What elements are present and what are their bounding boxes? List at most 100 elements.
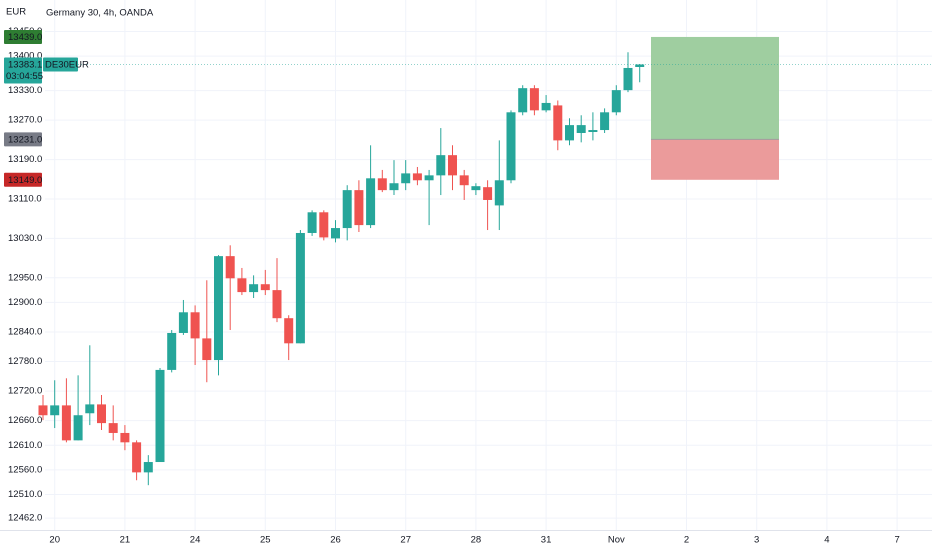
candle-body — [506, 112, 516, 181]
y-tick-label: 12720.0 — [8, 386, 42, 397]
candle-body — [284, 318, 294, 344]
last-price-box — [4, 57, 42, 84]
y-tick-label: 12560.0 — [8, 464, 42, 475]
candle-body — [389, 183, 399, 191]
candle-body — [178, 312, 188, 333]
candle-body — [401, 173, 411, 184]
candle-body — [249, 284, 259, 293]
x-tick-label: 3 — [754, 535, 759, 546]
grid — [45, 0, 932, 530]
x-tick-label: 2 — [684, 535, 689, 546]
candle-body — [190, 312, 200, 339]
x-tick-label: 4 — [824, 535, 829, 546]
candle-body — [85, 404, 95, 414]
candle-body — [73, 415, 83, 441]
candle-body — [50, 405, 60, 416]
candle-body — [565, 125, 574, 141]
x-tick-label: 28 — [471, 535, 482, 546]
chart-title: Germany 30, 4h, OANDA — [46, 8, 154, 19]
candle-body — [61, 405, 71, 441]
last-price-label: 13383.1 — [8, 59, 42, 70]
candle-body — [518, 88, 528, 113]
profit-zone — [651, 36, 779, 140]
x-tick-label: 24 — [190, 535, 201, 546]
candles — [38, 52, 932, 486]
candle-body — [436, 155, 446, 176]
candle-body — [97, 404, 106, 424]
candle-body — [202, 338, 212, 361]
y-tick-label: 12840.0 — [8, 327, 42, 338]
y-tick-label: 13270.0 — [8, 115, 42, 126]
candle-body — [494, 180, 504, 206]
candle-body — [553, 105, 563, 141]
candle-body — [611, 90, 621, 113]
y-tick-label: 13330.0 — [8, 85, 42, 96]
y-tick-label: 12462.0 — [8, 513, 42, 524]
countdown-label: 03:04:55 — [6, 71, 43, 82]
candle-body — [167, 332, 177, 370]
entry-label: 13231.0 — [8, 134, 42, 145]
candle-body — [307, 212, 317, 233]
candle-body — [143, 462, 153, 473]
candle-body — [331, 228, 340, 239]
y-tick-label: 12610.0 — [8, 440, 42, 451]
candle-body — [354, 190, 364, 226]
candle-body — [459, 175, 469, 186]
candle-body — [214, 256, 223, 361]
x-tick-label: 26 — [330, 535, 341, 546]
candle-body — [295, 232, 305, 344]
candle-body — [225, 256, 235, 279]
y-tick-label: 13030.0 — [8, 233, 42, 244]
candle-body — [576, 125, 586, 133]
candle-body — [424, 175, 434, 181]
x-tick-label: 25 — [260, 535, 271, 546]
position-tool[interactable] — [651, 36, 779, 180]
candle-body — [483, 187, 493, 200]
y-tick-label: 12660.0 — [8, 415, 42, 426]
candle-body — [237, 278, 247, 293]
stop-label: 13149.0 — [8, 175, 42, 186]
x-tick-label: 7 — [894, 535, 899, 546]
candle-body — [448, 155, 457, 176]
x-tick-label: 31 — [541, 535, 552, 546]
candle-body — [623, 67, 633, 91]
candle-body — [272, 290, 282, 319]
target-label-box — [4, 29, 42, 44]
candle-body — [588, 130, 598, 133]
y-tick-label: 12510.0 — [8, 489, 42, 500]
candle-body — [132, 442, 142, 473]
y-tick-label: 12950.0 — [8, 272, 42, 283]
y-tick-label: 13190.0 — [8, 154, 42, 165]
candle-body — [260, 284, 270, 291]
candle-body — [529, 88, 539, 111]
x-tick-label: Nov — [608, 535, 625, 546]
x-tick-label: 27 — [400, 535, 411, 546]
candle-body — [377, 178, 387, 191]
candle-body — [412, 173, 422, 181]
y-tick-label: 12780.0 — [8, 356, 42, 367]
loss-zone — [651, 139, 779, 180]
price-labels: 13439.0 13231.0 13149.0 13383.103:04:55DE30… — [4, 29, 89, 187]
x-tick-label: 21 — [120, 535, 131, 546]
candle-body — [635, 64, 645, 67]
candle-body — [155, 369, 165, 463]
stop-label-box — [4, 172, 42, 187]
candle-body — [108, 423, 118, 433]
candle-body — [319, 212, 329, 238]
entry-label-box — [4, 132, 42, 147]
target-label: 13439.0 — [8, 32, 42, 43]
candle-body — [366, 178, 376, 226]
candle-body — [342, 190, 352, 229]
candle-body — [600, 112, 610, 131]
symbol-box — [43, 57, 78, 72]
symbol-label: DE30EUR — [45, 59, 89, 70]
y-tick-label: 12900.0 — [8, 297, 42, 308]
axes: 13450.013400.013330.013270.013190.013110… — [0, 26, 932, 546]
candle-body — [541, 102, 551, 111]
candle-body — [471, 186, 481, 191]
y-tick-label: 13110.0 — [8, 194, 42, 205]
candle-body — [38, 405, 48, 416]
candle-body — [120, 432, 130, 443]
y-tick-label: 13400.0 — [8, 51, 42, 62]
